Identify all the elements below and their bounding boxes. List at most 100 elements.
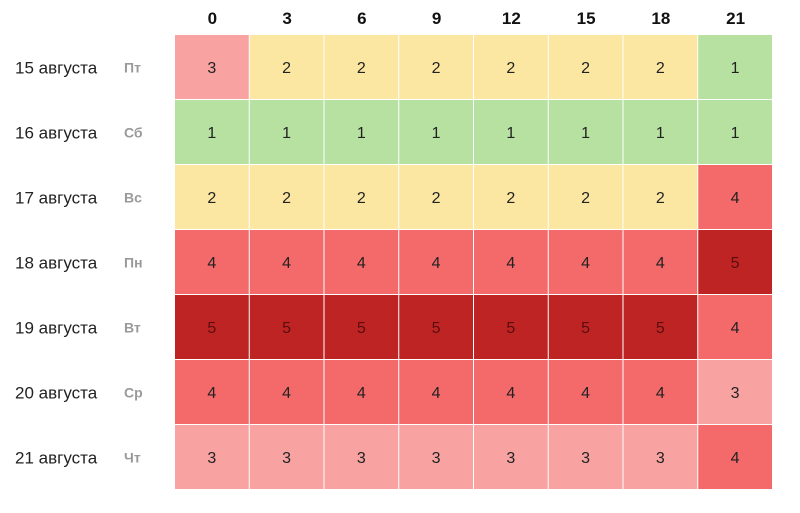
heatmap-cell-value: 1 [506,125,515,142]
heatmap-cell [175,165,249,229]
heatmap-cell-value: 4 [282,255,291,272]
heatmap-cell [324,295,399,359]
heatmap-cell-value: 2 [432,60,441,77]
heatmap-cell-value: 4 [432,385,441,402]
heatmap-cell-value: 1 [656,125,665,142]
heatmap-cell [548,165,623,229]
row-weekday-label: Вт [124,320,141,336]
heatmap-cell-value: 3 [581,450,590,467]
heatmap-cell-value: 4 [506,385,515,402]
heatmap-cell [623,360,698,424]
heatmap-cell [698,230,772,294]
heatmap-cell-value: 4 [656,385,665,402]
heatmap-cell-value: 3 [506,450,515,467]
column-header-12: 12 [502,9,521,28]
row-weekday-label: Чт [124,450,141,466]
row-date-label: 20 августа [15,384,98,403]
heatmap-cell [249,425,324,489]
heatmap-cell [474,295,548,359]
row-date-label: 17 августа [15,189,98,208]
heatmap-cell-value: 1 [731,60,740,77]
column-header-21: 21 [726,9,745,28]
column-header-6: 6 [357,9,366,28]
heatmap-cell [548,360,623,424]
heatmap-cell [175,295,249,359]
heatmap-cell-value: 4 [656,255,665,272]
heatmap-cell [623,165,698,229]
heatmap-cell-value: 5 [357,320,366,337]
heatmap-cell [623,425,698,489]
heatmap-cell-value: 2 [282,60,291,77]
heatmap-cell-value: 1 [731,125,740,142]
heatmap-cell-value: 5 [432,320,441,337]
heatmap-cell-value: 2 [282,190,291,207]
heatmap-cell [175,425,249,489]
heatmap-cell [474,35,548,99]
heatmap-cell-value: 2 [581,190,590,207]
heatmap-cell [175,230,249,294]
heatmap-cell-value: 1 [357,125,366,142]
heatmap-cell [399,165,473,229]
heatmap-cell-value: 4 [207,255,216,272]
heatmap-cell-value: 5 [282,320,291,337]
heatmap-cell-value: 1 [207,125,216,142]
heatmap-cell [399,360,473,424]
heatmap-cell-value: 4 [731,320,740,337]
heatmap-cell [324,425,399,489]
heatmap-cell-value: 1 [282,125,291,142]
heatmap-cell [324,165,399,229]
heatmap-cells: 3 2 2 2 2 2 2 1 1 1 1 1 1 1 1 1 2 2 2 2 2 2 2 4 4 4 4 4 4 4 4 5 5 5 5 5 5 5 5 4… [175,35,772,489]
heatmap-cell [249,35,324,99]
heatmap-cell [623,295,698,359]
row-weekday-label: Сб [124,125,143,141]
heatmap-cell [548,425,623,489]
heatmap-cell [399,425,473,489]
heatmap-cell [249,295,324,359]
heatmap-cell [548,230,623,294]
heatmap-cell-value: 2 [432,190,441,207]
heatmap-cell [623,100,698,164]
heatmap-cell-value: 2 [357,60,366,77]
heatmap-cell-value: 3 [357,450,366,467]
heatmap-cell [249,230,324,294]
heatmap-cell [249,360,324,424]
heatmap-cell [474,165,548,229]
row-date-label: 15 августа [15,59,98,78]
heatmap-cell [399,35,473,99]
column-header-0: 0 [208,9,217,28]
heatmap-cell [698,425,772,489]
heatmap-cell-value: 5 [656,320,665,337]
heatmap-cell [474,360,548,424]
row-weekday-label: Вс [124,190,142,206]
heatmap-cell-value: 3 [432,450,441,467]
heatmap-cell [474,425,548,489]
heatmap-cell [698,35,772,99]
column-header-18: 18 [651,9,670,28]
column-header-15: 15 [577,9,596,28]
heatmap-cell [324,230,399,294]
heatmap-cell [399,230,473,294]
heatmap-cell [324,100,399,164]
heatmap-cell [324,35,399,99]
row-weekday-label: Пт [124,60,141,76]
heatmap-cell [623,35,698,99]
heatmap-cell-value: 4 [357,255,366,272]
heatmap-cell [399,295,473,359]
heatmap-cell-value: 3 [656,450,665,467]
row-date-label: 21 августа [15,449,98,468]
heatmap-cell-value: 5 [207,320,216,337]
heatmap-cell-value: 3 [282,450,291,467]
row-weekday-label: Пн [124,255,143,271]
heatmap-cell-value: 1 [432,125,441,142]
heatmap-cell [623,230,698,294]
heatmap-cell-value: 2 [506,60,515,77]
heatmap-cell-value: 3 [207,60,216,77]
heatmap-cell [548,35,623,99]
heatmap-cell-value: 3 [731,385,740,402]
heatmap-cell-value: 4 [581,385,590,402]
heatmap-cell-value: 1 [581,125,590,142]
row-labels: 15 августа Пт 16 августа Сб 17 августа Вс 18 а… [15,59,143,468]
heatmap-cell-value: 2 [357,190,366,207]
heatmap-cell-value: 4 [207,385,216,402]
row-date-label: 19 августа [15,319,98,338]
